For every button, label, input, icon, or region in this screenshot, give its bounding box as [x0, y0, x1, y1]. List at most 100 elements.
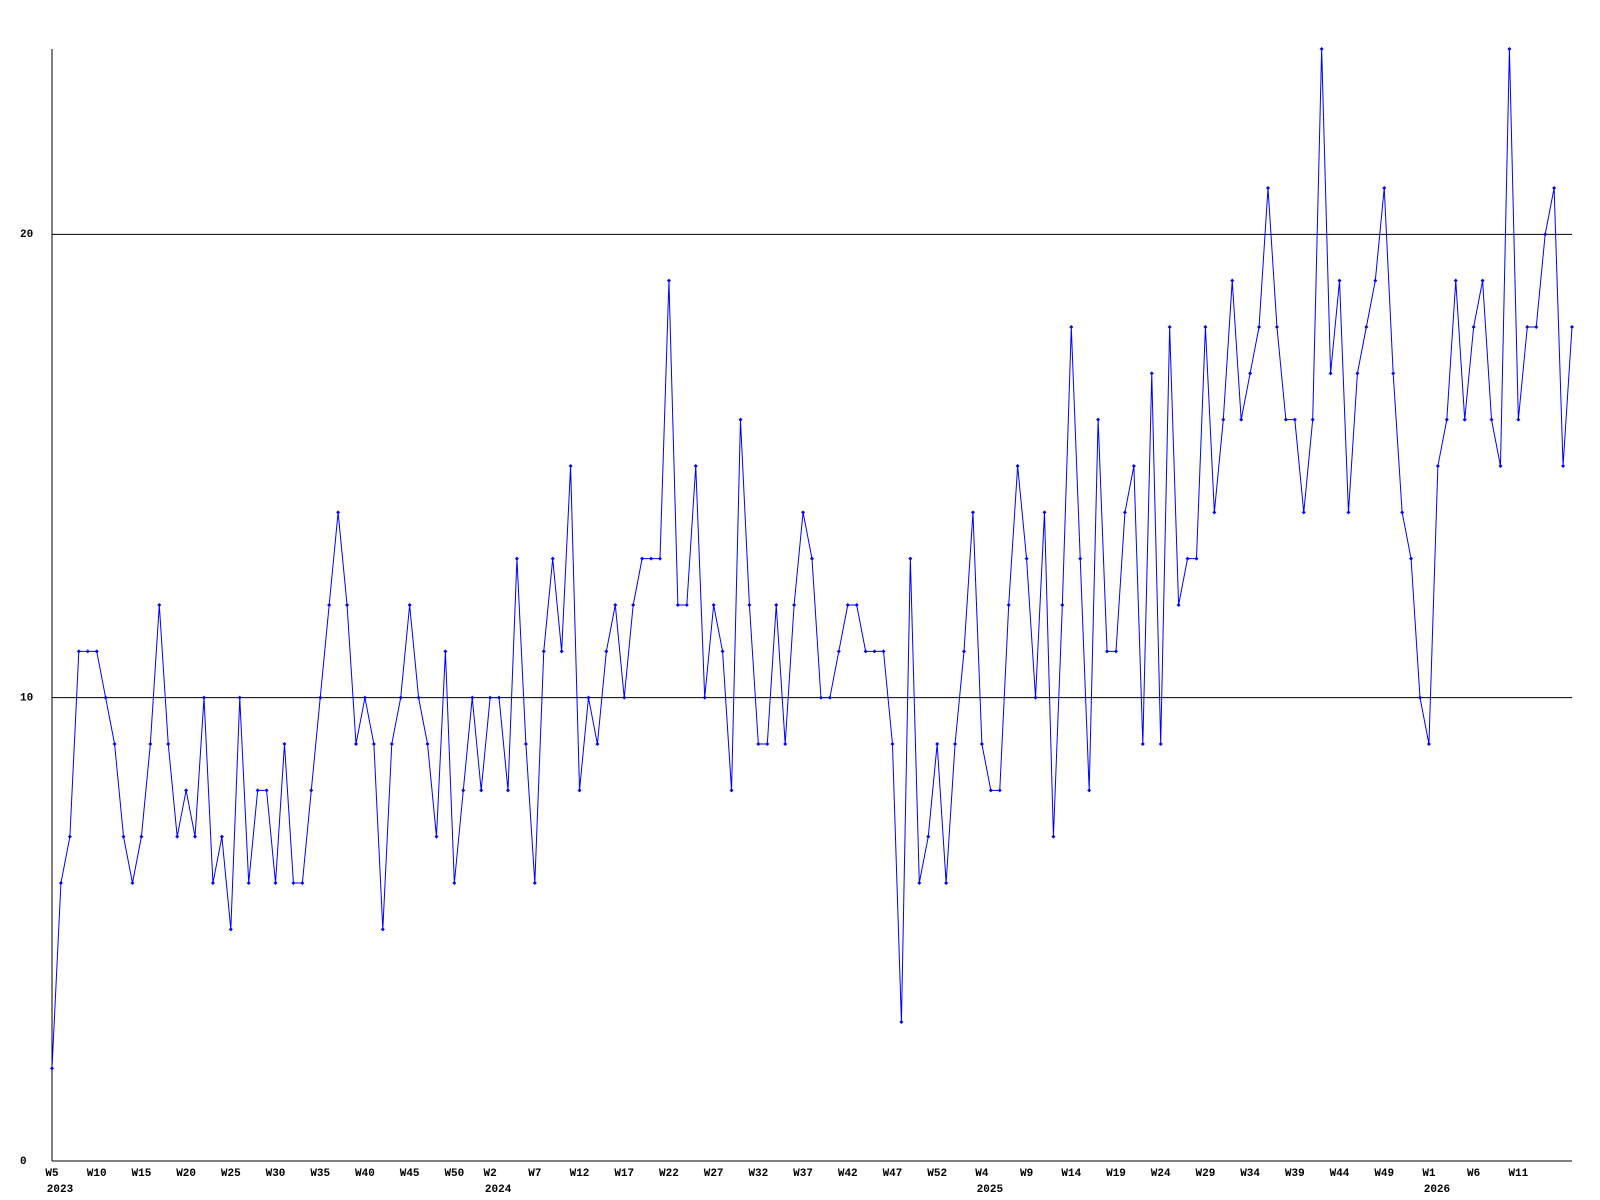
data-point	[1221, 417, 1226, 422]
data-point	[872, 649, 877, 654]
x-year-label: 2024	[485, 1184, 512, 1196]
data-point	[979, 742, 984, 746]
data-point	[577, 788, 582, 793]
data-point	[336, 510, 341, 515]
data-point	[1552, 186, 1557, 190]
data-point	[586, 695, 591, 700]
data-point	[997, 788, 1002, 793]
data-point	[1435, 464, 1440, 468]
data-point	[944, 881, 949, 885]
data-point	[479, 788, 484, 793]
data-point	[988, 788, 993, 793]
y-tick-label: 10	[20, 693, 33, 705]
x-year-label: 2026	[1424, 1184, 1450, 1196]
data-point	[675, 603, 680, 607]
data-point	[184, 788, 189, 793]
data-point	[488, 695, 493, 700]
data-point	[604, 649, 609, 654]
data-point	[640, 556, 645, 561]
data-point	[112, 742, 117, 746]
data-point	[1337, 278, 1342, 283]
data-point	[1042, 510, 1047, 515]
data-point	[774, 603, 779, 607]
data-point	[649, 556, 654, 561]
data-point	[434, 834, 439, 839]
data-point	[595, 742, 600, 746]
data-point	[1498, 464, 1503, 468]
data-point	[541, 649, 546, 654]
data-point	[228, 927, 233, 932]
y-tick-label: 20	[20, 229, 33, 241]
data-point	[76, 649, 81, 654]
data-point	[246, 881, 251, 885]
x-tick-label: W10	[87, 1168, 107, 1180]
data-point	[1239, 417, 1244, 422]
data-point	[1006, 603, 1011, 607]
data-point	[1480, 278, 1485, 283]
data-point	[926, 834, 931, 839]
x-tick-label: W11	[1508, 1168, 1528, 1180]
data-point	[631, 603, 636, 607]
x-tick-label: W4	[975, 1168, 989, 1180]
data-point	[1310, 417, 1315, 422]
data-point	[461, 788, 466, 793]
data-point	[1194, 556, 1199, 561]
x-tick-label: W20	[176, 1168, 196, 1180]
data-point	[738, 417, 743, 422]
data-point	[827, 695, 832, 700]
data-point	[50, 1066, 54, 1071]
x-tick-label: W19	[1106, 1168, 1126, 1180]
data-point	[523, 742, 528, 746]
data-point	[1543, 232, 1548, 237]
x-tick-label: W29	[1196, 1168, 1216, 1180]
x-tick-label: W35	[310, 1168, 330, 1180]
data-point	[282, 742, 287, 746]
x-tick-label: W1	[1422, 1168, 1436, 1180]
data-point	[219, 834, 224, 839]
data-point	[300, 881, 305, 885]
data-point	[1274, 325, 1279, 329]
x-tick-label: W50	[444, 1168, 464, 1180]
data-point	[881, 649, 886, 654]
data-point	[917, 881, 922, 885]
data-point	[371, 742, 376, 746]
data-point	[1033, 695, 1038, 700]
data-point	[729, 788, 734, 793]
data-point	[255, 788, 260, 793]
data-point	[1140, 742, 1145, 746]
data-point	[1444, 417, 1449, 422]
x-tick-label: W30	[266, 1168, 286, 1180]
data-point	[953, 742, 958, 746]
x-tick-label: W14	[1061, 1168, 1081, 1180]
x-tick-label: W24	[1151, 1168, 1171, 1180]
data-point	[1257, 325, 1262, 329]
data-point	[818, 695, 823, 700]
x-tick-label: W49	[1374, 1168, 1394, 1180]
data-point	[1096, 417, 1101, 422]
data-point	[139, 834, 144, 839]
data-point	[1570, 325, 1574, 329]
data-point	[1149, 371, 1154, 376]
data-point	[398, 695, 403, 700]
data-point	[899, 1020, 904, 1024]
data-point	[470, 695, 475, 700]
data-point	[1069, 325, 1074, 329]
data-point	[1382, 186, 1387, 190]
data-point	[94, 649, 99, 654]
data-point	[1212, 510, 1217, 515]
data-point	[1409, 556, 1414, 561]
data-point	[193, 834, 198, 839]
data-point	[1355, 371, 1360, 376]
data-point	[801, 510, 806, 515]
y-tick-label: 0	[20, 1156, 27, 1168]
data-point	[1248, 371, 1253, 376]
data-point	[890, 742, 895, 746]
x-tick-label: W12	[570, 1168, 590, 1180]
x-tick-label: W17	[614, 1168, 634, 1180]
x-tick-label: W9	[1020, 1168, 1033, 1180]
data-point	[559, 649, 564, 654]
data-point	[202, 695, 206, 700]
data-point	[103, 695, 108, 700]
data-point	[237, 695, 242, 700]
